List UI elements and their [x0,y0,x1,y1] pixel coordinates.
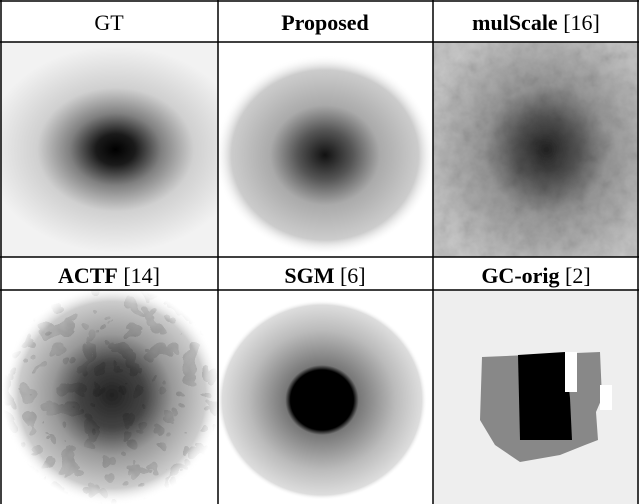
gc-orig-core [518,352,572,440]
gc-orig-hole [565,352,577,392]
label-name: SGM [284,263,334,288]
mulscale-image [433,42,639,257]
label-name: GT [94,10,124,35]
panel-label: SGM [6] [284,263,365,288]
label-ref: [16] [563,10,600,35]
label-name: GC-orig [481,263,559,288]
label-ref: [6] [340,263,366,288]
label-ref: [2] [565,263,591,288]
label-name: ACTF [58,263,118,288]
label-name: Proposed [281,10,369,35]
panel-label: ACTF [14] [58,263,160,288]
sgm-image [217,300,427,500]
gt-image [0,42,218,257]
label-ref: [14] [123,263,160,288]
label-name: mulScale [472,10,558,35]
gc-orig-hole [600,385,612,410]
proposed-image [215,55,435,255]
actf-image [2,285,222,504]
panel-label: Proposed [281,10,369,35]
panel-label: GC-orig [2] [481,263,590,288]
panel-label: GT [94,10,124,35]
panel-label: mulScale [16] [472,10,600,35]
